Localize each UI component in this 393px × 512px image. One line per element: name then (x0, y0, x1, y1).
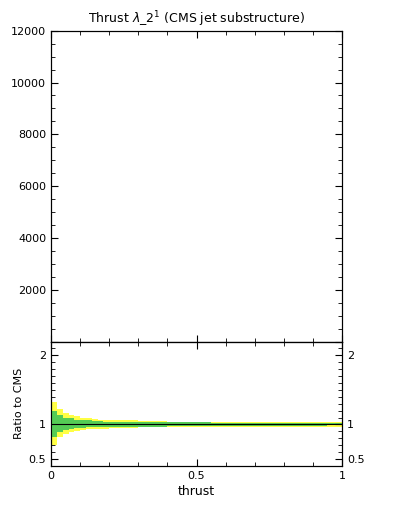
Y-axis label: Ratio to CMS: Ratio to CMS (15, 368, 24, 439)
Title: Thrust $\lambda\_2^1$ (CMS jet substructure): Thrust $\lambda\_2^1$ (CMS jet substruct… (88, 10, 305, 30)
X-axis label: thrust: thrust (178, 485, 215, 498)
